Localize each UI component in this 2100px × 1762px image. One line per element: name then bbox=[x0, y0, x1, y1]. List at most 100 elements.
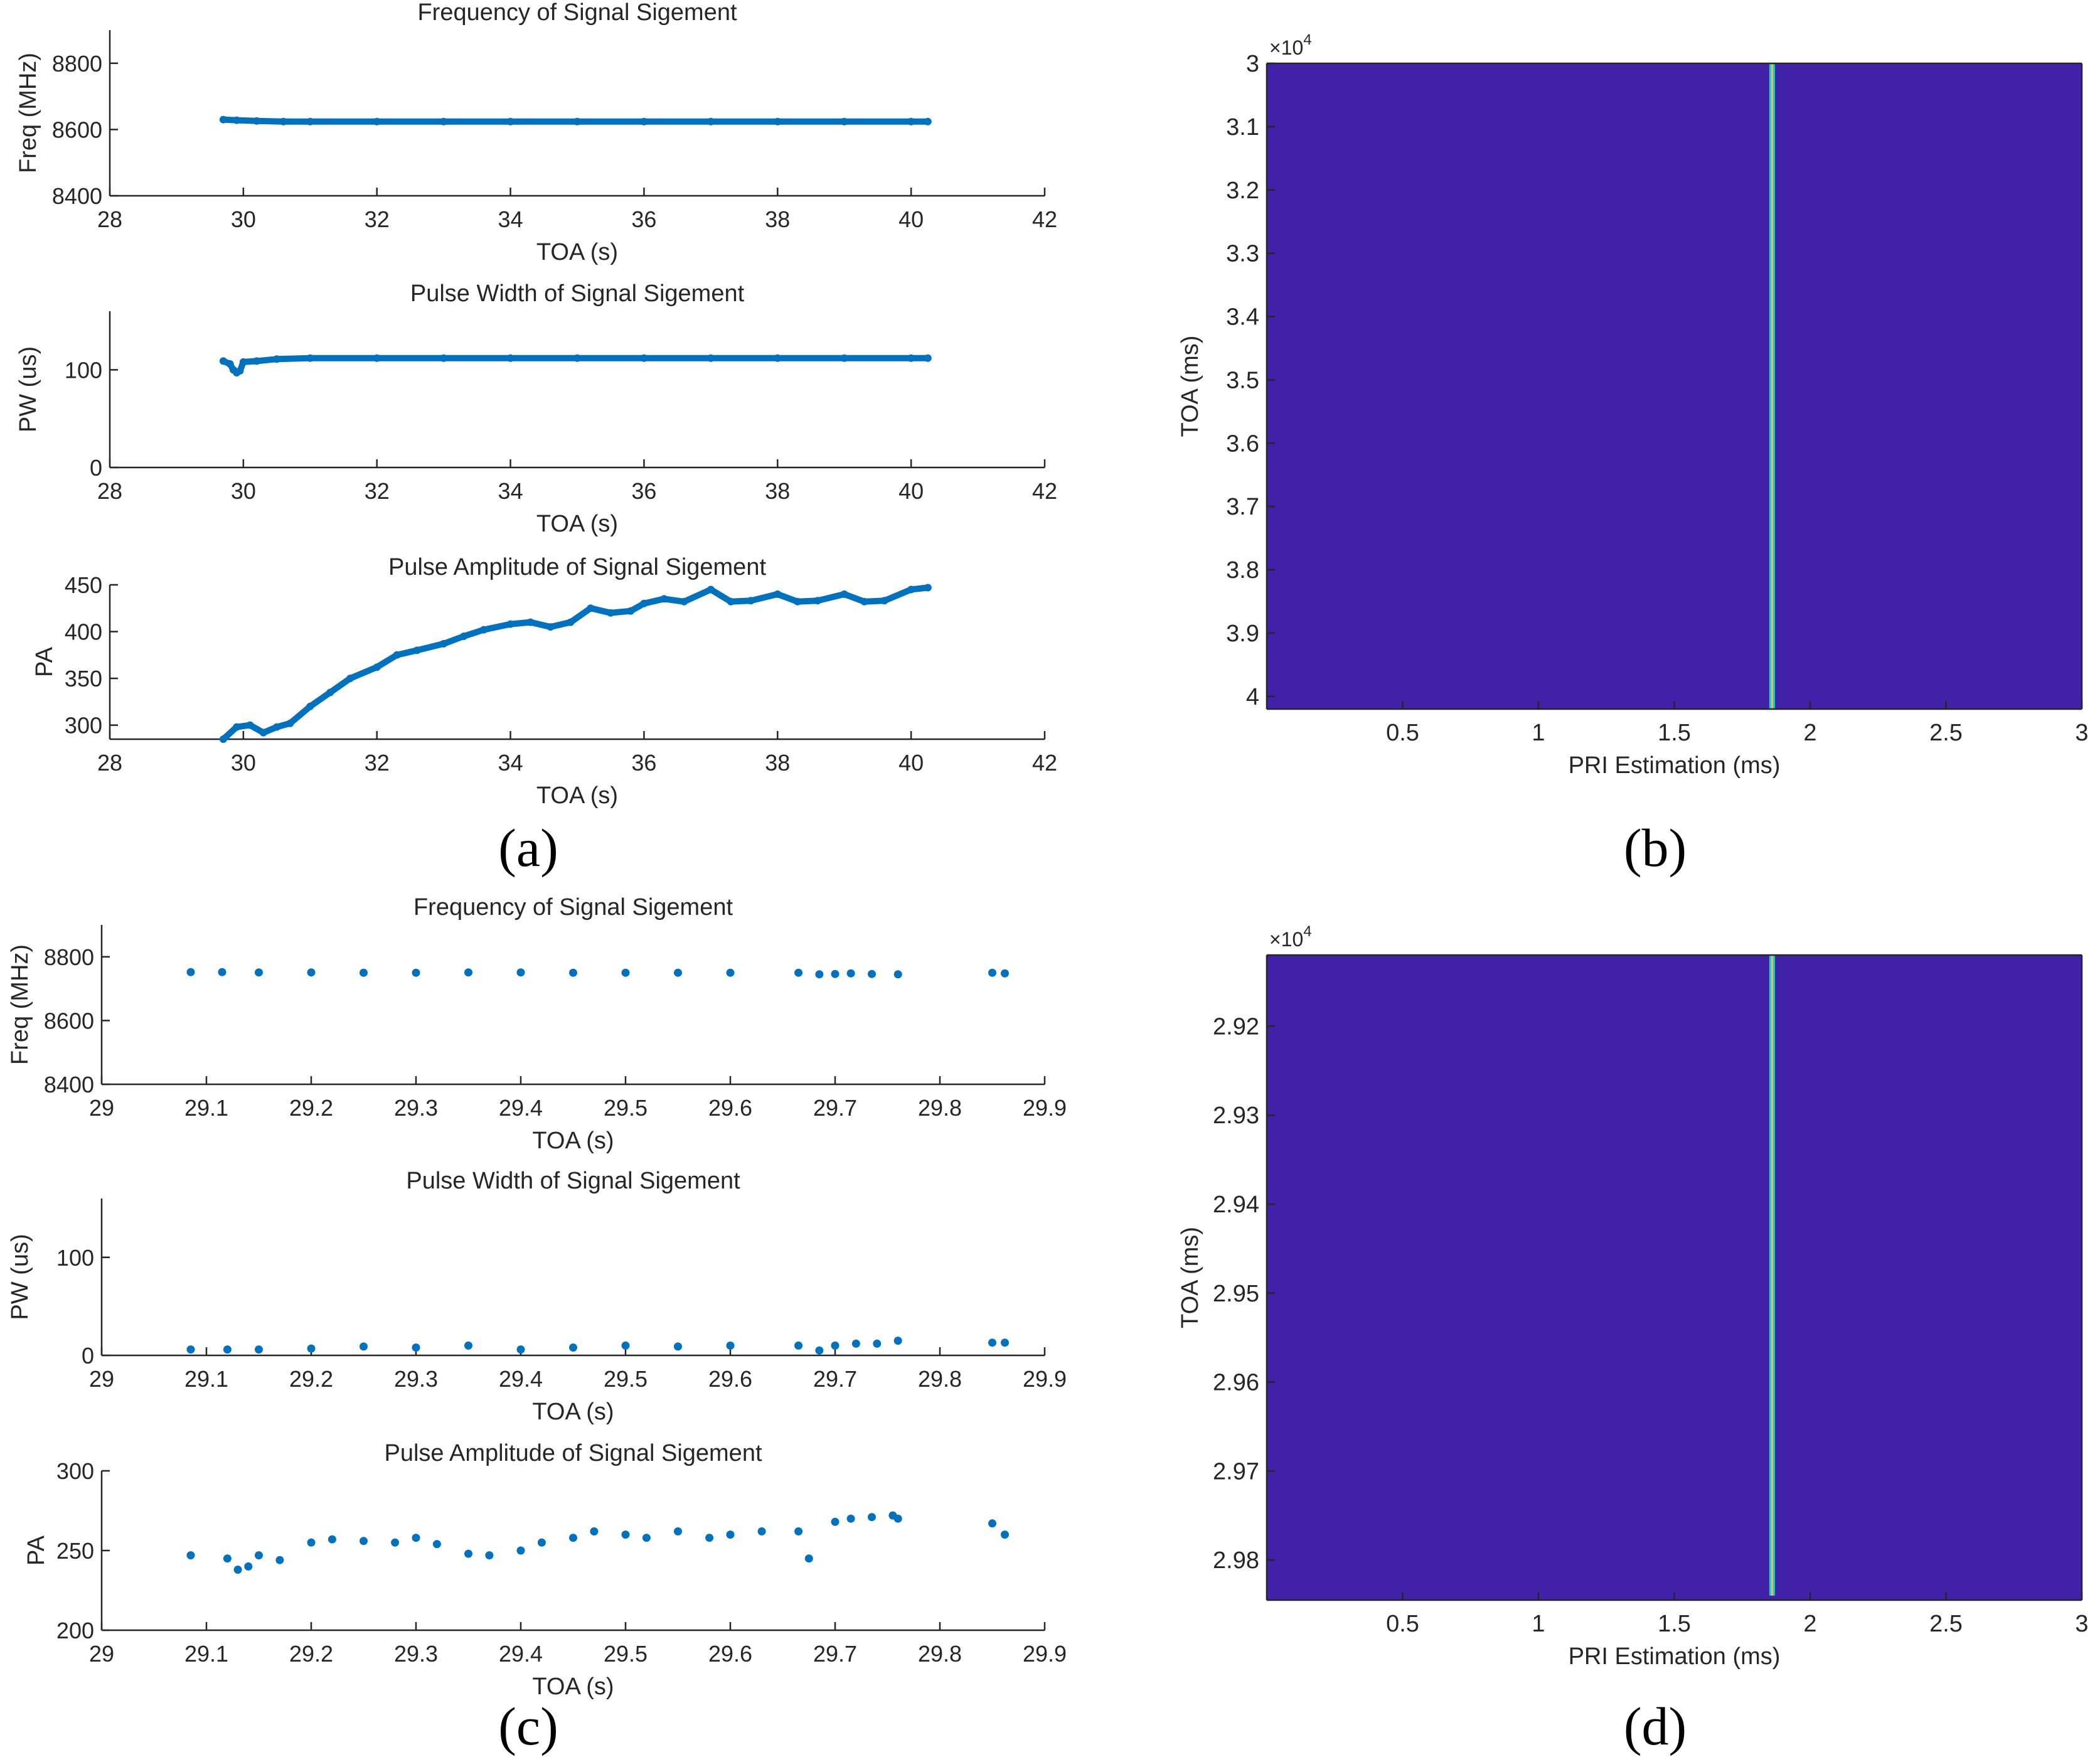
data-point bbox=[253, 357, 261, 365]
x-tick-label: 29.4 bbox=[499, 1366, 543, 1392]
x-tick-label: 29.7 bbox=[813, 1366, 857, 1392]
data-point bbox=[412, 968, 420, 977]
data-point bbox=[907, 585, 915, 594]
data-point bbox=[893, 1514, 902, 1523]
data-point bbox=[747, 597, 755, 605]
data-point bbox=[186, 1551, 195, 1560]
data-point bbox=[815, 1346, 824, 1355]
x-tick-label: 36 bbox=[631, 750, 656, 776]
chart-c2: 29 29.1 29.2 29.3 29.4 29.5 29.6 29.7 29.8 29.9 0 1… bbox=[7, 1168, 1067, 1425]
data-point bbox=[244, 1562, 253, 1571]
heatmap-background bbox=[1267, 63, 2082, 709]
x-tick-label: 2.5 bbox=[1929, 720, 1963, 746]
x-tick-label: 42 bbox=[1032, 478, 1057, 504]
data-point bbox=[794, 1527, 803, 1535]
data-point bbox=[373, 354, 381, 362]
y-axis-label: Freq (MHz) bbox=[15, 53, 41, 173]
x-tick-label: 2 bbox=[1803, 720, 1816, 746]
data-point bbox=[307, 968, 316, 977]
data-point bbox=[255, 1551, 263, 1560]
x-tick-label: 28 bbox=[97, 478, 122, 504]
data-point bbox=[480, 626, 488, 634]
data-point bbox=[804, 1554, 813, 1563]
x-tick-label: 1 bbox=[1532, 720, 1545, 746]
x-tick-label: 29.4 bbox=[499, 1095, 543, 1121]
data-point bbox=[253, 117, 261, 125]
x-tick-label: 32 bbox=[365, 206, 390, 232]
y-tick-label: 2.93 bbox=[1213, 1103, 1259, 1129]
data-point bbox=[840, 354, 848, 362]
data-point bbox=[537, 1538, 546, 1547]
data-point bbox=[757, 1527, 766, 1535]
axis-exponent-power: 4 bbox=[1303, 923, 1311, 940]
data-point bbox=[893, 1337, 902, 1345]
y-tick-label: 8800 bbox=[52, 51, 102, 77]
x-tick-label: 34 bbox=[498, 206, 523, 232]
data-point bbox=[660, 595, 668, 603]
data-point bbox=[273, 355, 281, 363]
x-tick-label: 28 bbox=[97, 750, 122, 776]
x-axis-label: TOA (s) bbox=[536, 782, 618, 809]
x-tick-label: 1 bbox=[1532, 1611, 1545, 1637]
y-tick-label: 8400 bbox=[52, 183, 102, 209]
data-point bbox=[988, 1338, 996, 1347]
x-tick-label: 36 bbox=[631, 206, 656, 232]
data-point bbox=[727, 597, 735, 606]
data-point bbox=[255, 968, 263, 977]
x-tick-label: 0.5 bbox=[1386, 1611, 1419, 1637]
chart-c1: 29 29.1 29.2 29.3 29.4 29.5 29.6 29.7 29.8 29.9 84… bbox=[7, 894, 1067, 1154]
data-point bbox=[432, 1540, 441, 1549]
axis-exponent-label: ×104 bbox=[1269, 923, 1312, 951]
data-point bbox=[275, 1556, 284, 1564]
chart-b: ×104 0.5 1 1.5 2 2.5 3 3 3.1 3.2 3.3 3.4 3.5 3.6 3.7 3.… bbox=[1177, 31, 2089, 779]
data-point bbox=[219, 115, 227, 124]
data-point bbox=[218, 968, 227, 976]
data-point bbox=[893, 970, 902, 979]
data-point bbox=[988, 1519, 996, 1528]
data-point bbox=[640, 354, 648, 362]
data-point bbox=[924, 354, 932, 362]
data-point bbox=[726, 1530, 735, 1539]
x-axis-label: PRI Estimation (ms) bbox=[1569, 752, 1781, 779]
y-axis-label: Freq (MHz) bbox=[7, 944, 33, 1065]
data-point bbox=[306, 354, 314, 362]
data-point bbox=[460, 633, 468, 640]
chart-title: Pulse Width of Signal Sigement bbox=[406, 1168, 740, 1194]
x-tick-label: 2 bbox=[1803, 1611, 1816, 1637]
data-point bbox=[464, 1341, 472, 1350]
data-point bbox=[186, 968, 195, 976]
data-point bbox=[464, 968, 472, 977]
x-tick-label: 30 bbox=[231, 206, 256, 232]
data-point bbox=[286, 719, 294, 727]
data-point bbox=[567, 618, 575, 626]
y-axis-label: PW (us) bbox=[7, 1234, 33, 1320]
y-axis-label: TOA (ms) bbox=[1177, 336, 1203, 437]
x-tick-label: 30 bbox=[231, 478, 256, 504]
x-tick-label: 29.7 bbox=[813, 1641, 857, 1667]
data-point bbox=[226, 360, 234, 368]
data-point bbox=[360, 968, 368, 977]
x-tick-label: 30 bbox=[231, 750, 256, 776]
data-point bbox=[516, 1345, 525, 1354]
data-point bbox=[815, 970, 824, 979]
data-point bbox=[233, 1566, 242, 1574]
data-point bbox=[607, 609, 615, 617]
data-point bbox=[506, 117, 514, 125]
y-tick-label: 3.3 bbox=[1226, 241, 1259, 267]
x-tick-label: 29.1 bbox=[184, 1641, 228, 1667]
series-line bbox=[220, 584, 931, 742]
data-point bbox=[831, 1517, 839, 1526]
y-tick-label: 8600 bbox=[52, 117, 102, 142]
x-tick-label: 38 bbox=[765, 206, 790, 232]
data-point bbox=[307, 1538, 316, 1547]
data-point bbox=[569, 968, 577, 977]
x-tick-label: 3 bbox=[2075, 1611, 2088, 1637]
y-tick-label: 400 bbox=[65, 619, 102, 645]
data-point bbox=[774, 354, 782, 362]
data-point bbox=[621, 968, 630, 977]
data-point bbox=[569, 1534, 577, 1542]
x-tick-label: 29.7 bbox=[813, 1095, 857, 1121]
data-point bbox=[873, 1339, 882, 1348]
y-tick-label: 200 bbox=[56, 1618, 94, 1643]
data-point bbox=[255, 1345, 263, 1354]
